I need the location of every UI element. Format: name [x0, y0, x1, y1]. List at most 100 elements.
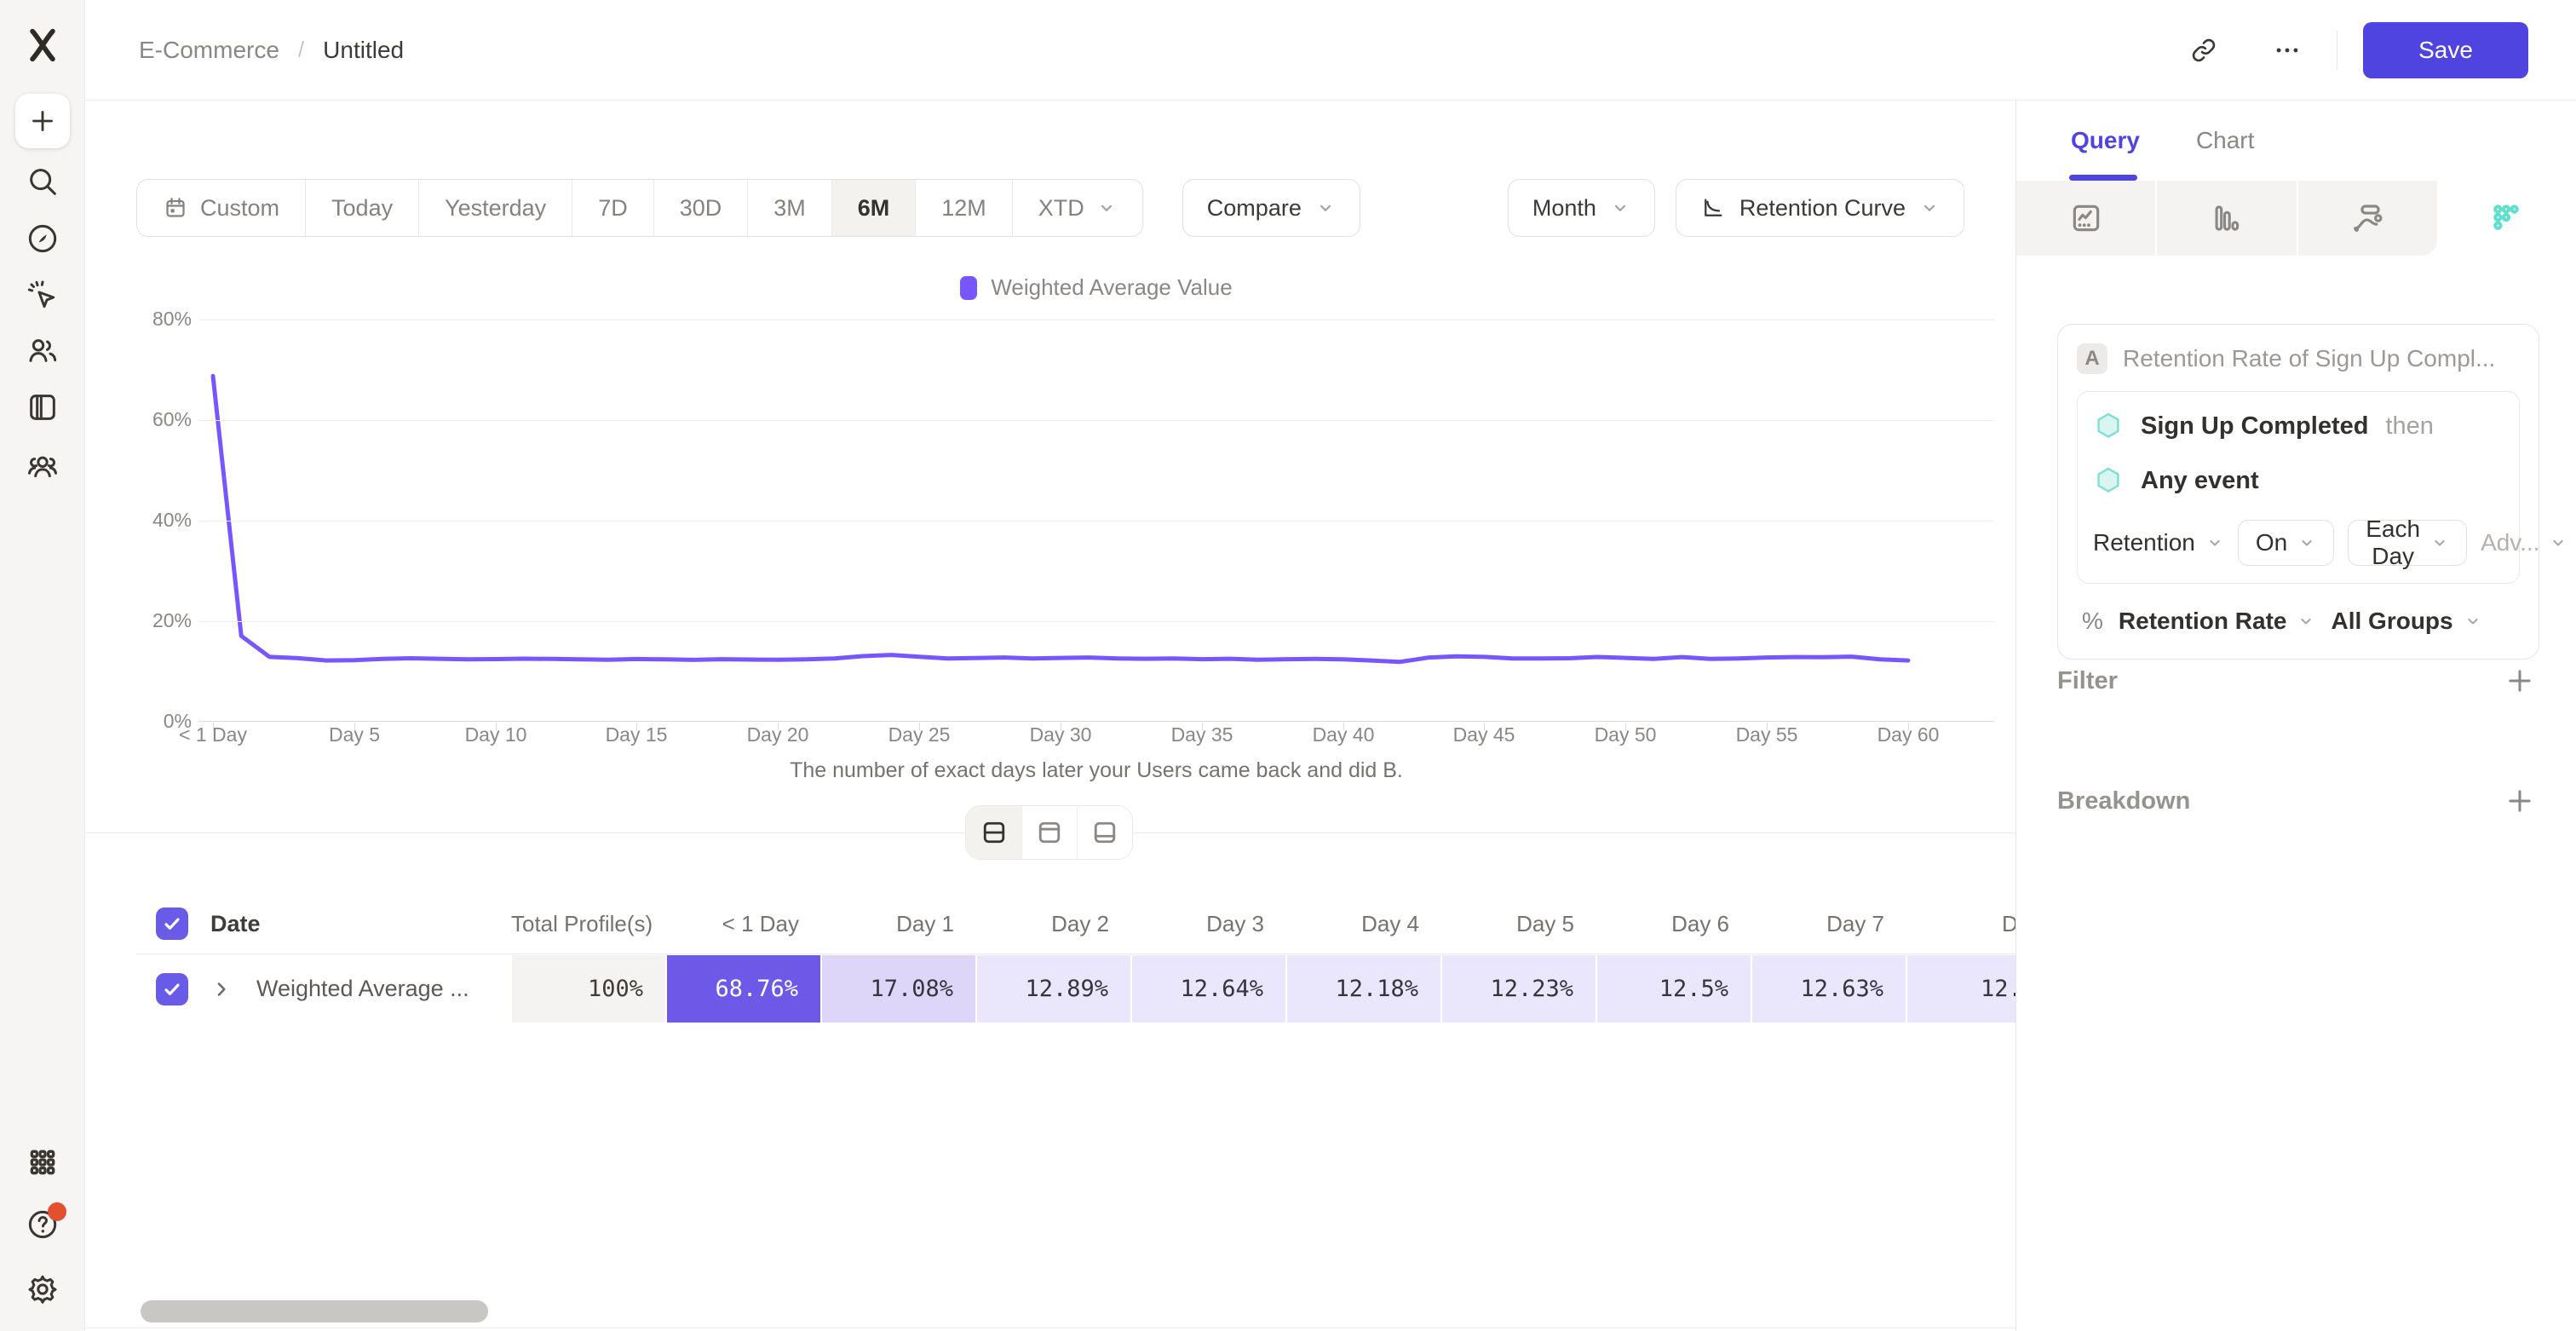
x-tick-label: Day 60 [1877, 723, 1940, 746]
copy-link-button[interactable] [2185, 32, 2222, 69]
ellipsis-icon [2273, 36, 2302, 65]
sidebar-item-users[interactable] [26, 333, 60, 367]
tab-query[interactable]: Query [2071, 127, 2140, 153]
column-header: Day 6 [1671, 911, 1729, 936]
date-range-6M[interactable]: 6M [831, 180, 916, 236]
save-button[interactable]: Save [2363, 21, 2528, 78]
legend-swatch [960, 275, 978, 300]
table-cell: 12.89% [977, 955, 1130, 1023]
compare-button[interactable]: Compare [1182, 179, 1360, 237]
date-range-Custom[interactable]: Custom [137, 180, 306, 236]
date-range-30D[interactable]: 30D [653, 180, 748, 236]
report-type-funnels[interactable] [2157, 181, 2298, 256]
filter-section: Filter [2057, 660, 2539, 702]
table-cell: 17.08% [822, 955, 975, 1023]
panel-tabs: Query Chart [2016, 101, 2576, 181]
calendar-icon [163, 195, 188, 221]
date-range-12M[interactable]: 12M [915, 180, 1012, 236]
chevron-down-icon [2430, 533, 2449, 552]
layout-top-icon [1035, 818, 1064, 847]
horizontal-scrollbar-thumb[interactable] [141, 1300, 488, 1322]
metric-dropdown[interactable]: Retention Rate [2119, 608, 2316, 635]
date-range-Today[interactable]: Today [305, 180, 419, 236]
granularity-dropdown[interactable]: Month [1507, 179, 1655, 237]
row-checkbox[interactable] [156, 972, 188, 1005]
toggle-chart-only[interactable] [1021, 806, 1077, 859]
chart-legend[interactable]: Weighted Average Value [198, 274, 1994, 301]
advanced-dropdown[interactable]: Adv... [2481, 529, 2567, 556]
tab-chart[interactable]: Chart [2195, 127, 2255, 153]
add-filter-button[interactable] [2504, 664, 2539, 698]
row-expand-button[interactable] [210, 977, 234, 1001]
chevron-down-icon [1096, 198, 1117, 218]
toggle-table-only[interactable] [1077, 806, 1132, 859]
more-options-button[interactable] [2268, 32, 2306, 69]
sidebar-item-cohorts[interactable] [26, 448, 60, 482]
x-tick [1625, 723, 1626, 730]
query-step-header[interactable]: A Retention Rate of Sign Up Compl... [2077, 343, 2520, 374]
filter-label: Filter [2057, 666, 2118, 694]
check-icon [161, 913, 183, 935]
sidebar [0, 0, 85, 1331]
x-tick-label: Day 40 [1312, 723, 1375, 746]
sidebar-item-search[interactable] [26, 164, 60, 199]
table-cell: 12.23% [1442, 955, 1596, 1023]
column-header: < 1 Day [722, 911, 799, 936]
link-icon [2189, 36, 2218, 65]
sidebar-item-settings[interactable] [26, 1272, 60, 1306]
toggle-split-view[interactable] [966, 806, 1021, 859]
plus-icon [2504, 786, 2539, 816]
date-range-Yesterday[interactable]: Yesterday [418, 180, 572, 236]
y-tick-label: 20% [152, 609, 192, 631]
add-breakdown-button[interactable] [2504, 784, 2539, 818]
flows-icon [2349, 200, 2385, 236]
gridline [198, 721, 1994, 722]
first-event-row[interactable]: Sign Up Completed then [2093, 411, 2504, 441]
breadcrumb-project[interactable]: E-Commerce [139, 36, 279, 63]
return-event-row[interactable]: Any event [2093, 465, 2504, 496]
x-tick-label: Day 5 [328, 723, 381, 746]
sidebar-item-discover[interactable] [26, 222, 60, 256]
groups-dropdown[interactable]: All Groups [2331, 608, 2481, 635]
sidebar-item-events[interactable] [26, 279, 60, 313]
x-tick [1343, 723, 1344, 730]
sidebar-item-apps[interactable] [26, 1145, 60, 1179]
x-tick [496, 723, 497, 730]
legend-label: Weighted Average Value [991, 274, 1233, 300]
y-tick-label: 40% [152, 509, 192, 531]
sidebar-item-create-new[interactable] [15, 94, 70, 148]
percent-prefix: % [2082, 608, 2103, 634]
x-tick [354, 723, 355, 730]
hexagon-icon [2093, 465, 2124, 496]
chevron-down-icon [1919, 198, 1940, 218]
report-type-flows[interactable] [2297, 181, 2437, 256]
compass-icon [26, 222, 60, 256]
x-tick-label: < 1 Day [179, 723, 247, 746]
sidebar-item-help[interactable] [26, 1202, 66, 1242]
report-type-retention[interactable] [2436, 181, 2576, 256]
on-dropdown[interactable]: On [2237, 520, 2335, 566]
x-tick [778, 723, 779, 730]
chevron-down-icon [2297, 612, 2315, 631]
gear-icon [26, 1272, 60, 1306]
chart-type-dropdown[interactable]: Retention Curve [1675, 179, 1964, 237]
bars-icon [2209, 200, 2245, 236]
sidebar-item-boards[interactable] [26, 390, 60, 424]
search-icon [26, 164, 60, 199]
row-label: Weighted Average ... [256, 976, 469, 1001]
retention-type-dropdown[interactable]: Retention [2093, 529, 2224, 556]
date-range-XTD[interactable]: XTD [1011, 180, 1142, 236]
date-range-3M[interactable]: 3M [747, 180, 831, 236]
chevron-down-icon [2549, 533, 2567, 552]
topbar-actions: Save [2185, 21, 2528, 78]
report-type-insights[interactable] [2016, 181, 2158, 256]
breadcrumb-report-title[interactable]: Untitled [323, 36, 405, 63]
interval-dropdown[interactable]: Each Day [2348, 516, 2468, 569]
mixpanel-logo-icon [23, 26, 62, 65]
table-row: Weighted Average ... 100% 68.76% 17.08% 12.… [136, 954, 2015, 1023]
chevron-down-icon [1315, 198, 1336, 218]
layout-bottom-icon [1090, 818, 1119, 847]
date-range-7D[interactable]: 7D [572, 180, 653, 236]
select-all-checkbox[interactable] [156, 908, 188, 940]
table-cell: 12.5% [1597, 955, 1751, 1023]
